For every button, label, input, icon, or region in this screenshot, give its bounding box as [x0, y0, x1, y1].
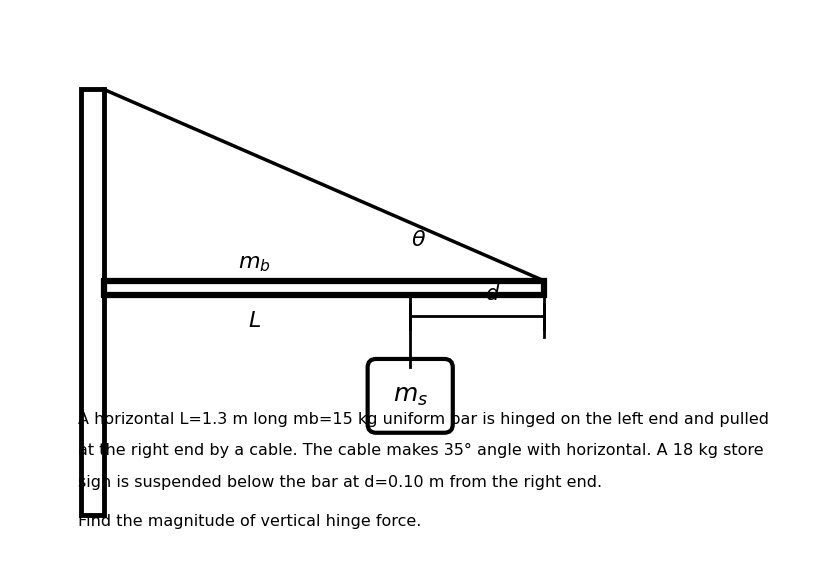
Bar: [104, 281, 544, 295]
Bar: [81, 89, 104, 515]
Text: sign is suspended below the bar at d=0.10 m from the right end.: sign is suspended below the bar at d=0.1…: [78, 475, 602, 490]
Text: Find the magnitude of vertical hinge force.: Find the magnitude of vertical hinge for…: [78, 514, 422, 529]
Text: $L$: $L$: [247, 310, 261, 331]
Text: $\theta$: $\theta$: [411, 230, 427, 250]
Text: A horizontal L=1.3 m long mb=15 kg uniform bar is hinged on the left end and pul: A horizontal L=1.3 m long mb=15 kg unifo…: [78, 412, 769, 427]
Text: at the right end by a cable. The cable makes 35° angle with horizontal. A 18 kg : at the right end by a cable. The cable m…: [78, 444, 764, 458]
Text: $m_b$: $m_b$: [238, 254, 271, 274]
FancyBboxPatch shape: [367, 359, 453, 433]
Text: $m_s$: $m_s$: [392, 384, 428, 408]
Text: $d$: $d$: [485, 284, 500, 304]
